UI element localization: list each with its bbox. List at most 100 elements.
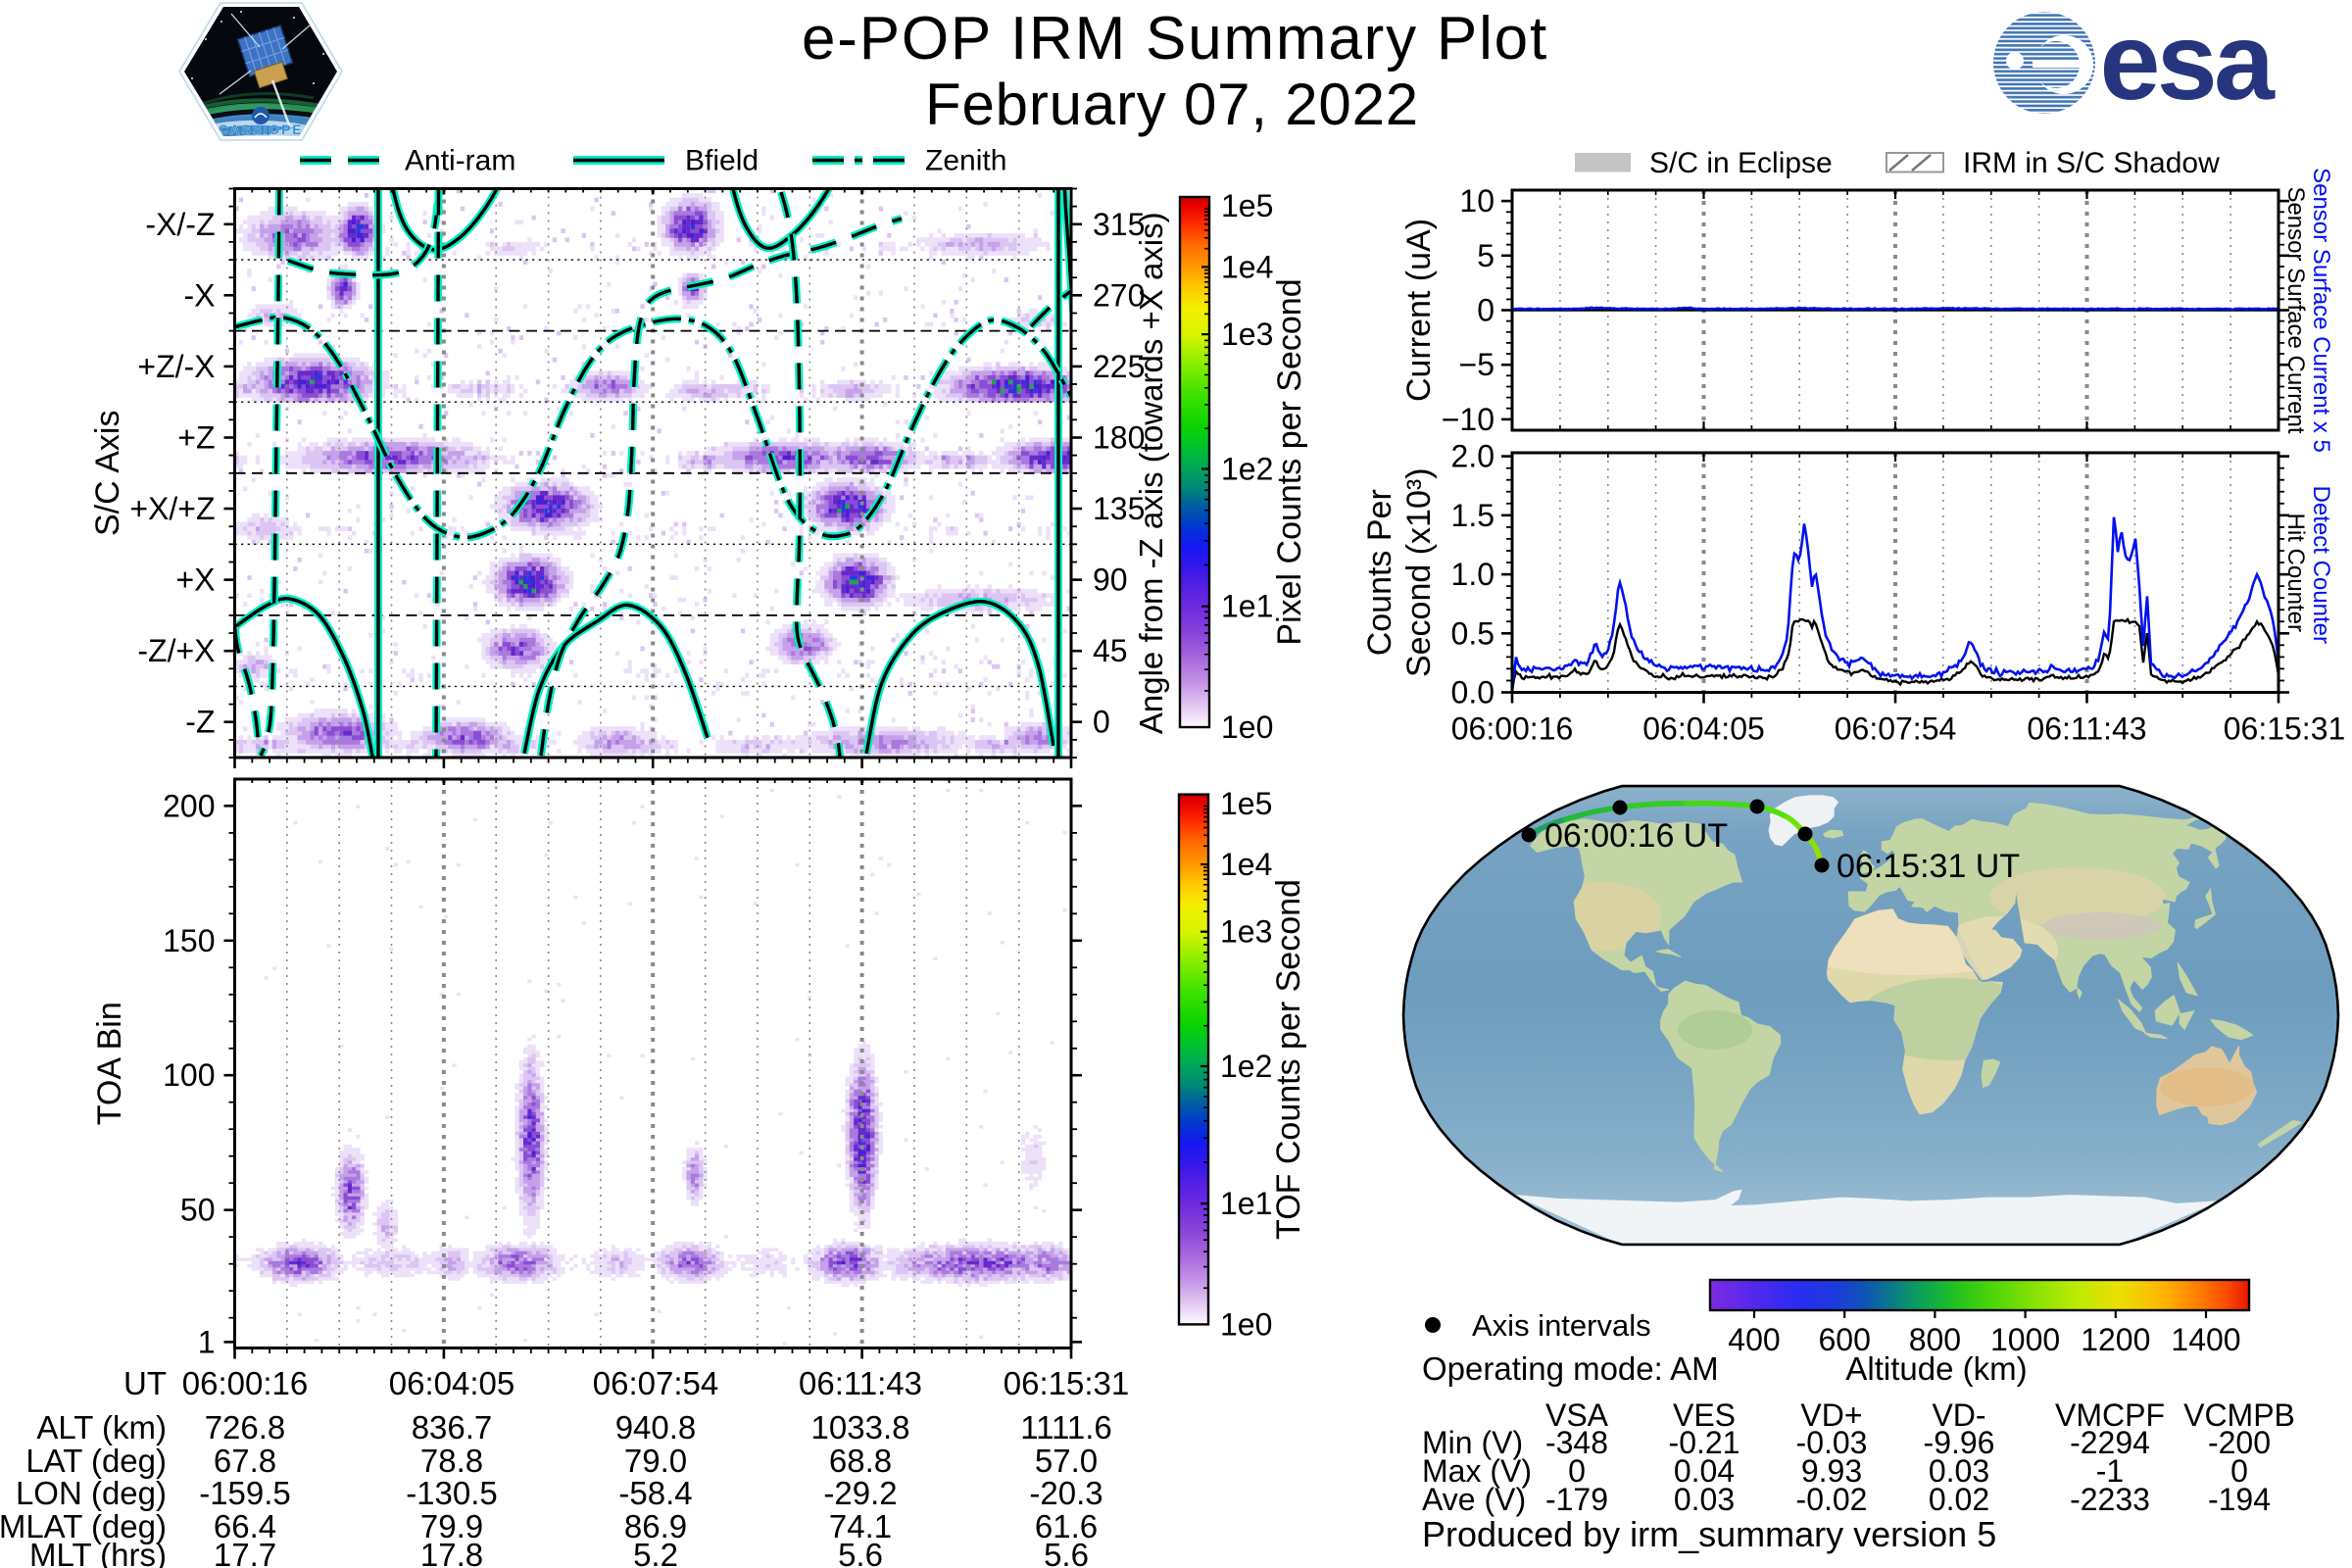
svg-text:+X/+Z: +X/+Z [129,491,215,526]
svg-text:1e2: 1e2 [1220,1049,1272,1084]
svg-text:5.6: 5.6 [838,1537,883,1568]
svg-text:100: 100 [163,1057,215,1093]
svg-text:-179: -179 [1545,1482,1608,1517]
svg-text:ALT (km): ALT (km) [36,1409,167,1446]
svg-text:TOF Counts per Second: TOF Counts per Second [1270,879,1307,1240]
svg-text:66.4: 66.4 [214,1508,276,1544]
svg-text:940.8: 940.8 [615,1409,697,1446]
svg-text:1000: 1000 [1990,1322,2060,1357]
svg-text:1033.8: 1033.8 [811,1409,910,1446]
svg-text:Axis intervals: Axis intervals [1472,1308,1651,1343]
svg-text:726.8: 726.8 [205,1409,286,1446]
svg-text:-0.02: -0.02 [1796,1482,1868,1517]
svg-text:1e4: 1e4 [1220,847,1272,882]
svg-text:400: 400 [1728,1322,1780,1357]
svg-text:-194: -194 [2208,1482,2271,1517]
svg-text:0: 0 [1568,1453,1586,1489]
svg-text:Operating mode: AM: Operating mode: AM [1422,1350,1719,1387]
svg-text:-0.03: -0.03 [1796,1425,1868,1460]
svg-text:9.93: 9.93 [1801,1453,1862,1489]
svg-text:CASSIOPE: CASSIOPE [219,122,304,137]
svg-text:17.7: 17.7 [214,1537,276,1568]
svg-text:TOA Bin: TOA Bin [91,1002,128,1125]
svg-text:0.02: 0.02 [1929,1482,1989,1517]
svg-text:50: 50 [180,1193,216,1228]
svg-text:-9.96: -9.96 [1924,1425,1995,1460]
svg-text:78.8: 78.8 [420,1443,483,1479]
svg-text:0.03: 0.03 [1929,1453,1989,1489]
svg-text:1e3: 1e3 [1220,914,1272,950]
svg-text:06:15:31 UT: 06:15:31 UT [1837,848,2020,885]
svg-text:74.1: 74.1 [829,1508,892,1544]
svg-text:-29.2: -29.2 [823,1475,897,1511]
svg-text:79.0: 79.0 [624,1443,687,1479]
svg-text:836.7: 836.7 [412,1409,493,1446]
svg-text:270: 270 [1093,277,1145,313]
svg-text:150: 150 [163,923,215,958]
svg-text:Produced by irm_summary versio: Produced by irm_summary version 5 [1422,1514,1996,1554]
svg-text:1.0: 1.0 [1451,557,1494,592]
svg-text:86.9: 86.9 [624,1508,687,1544]
svg-text:+X: +X [175,563,215,598]
svg-text:-200: -200 [2208,1425,2271,1460]
svg-text:1e1: 1e1 [1221,589,1273,624]
svg-text:LAT (deg): LAT (deg) [25,1443,167,1479]
svg-text:VES: VES [1673,1397,1736,1433]
svg-text:1e0: 1e0 [1221,710,1273,745]
svg-text:−10: −10 [1442,402,1494,437]
svg-text:180: 180 [1093,419,1145,455]
svg-text:10: 10 [1459,183,1494,219]
svg-text:-348: -348 [1545,1425,1608,1460]
svg-text:61.6: 61.6 [1035,1508,1098,1544]
svg-text:e-POP IRM Summary Plot: e-POP IRM Summary Plot [802,5,1548,73]
svg-text:1e1: 1e1 [1220,1186,1272,1221]
svg-text:06:15:31: 06:15:31 [1004,1365,1129,1401]
svg-text:06:00:16: 06:00:16 [1451,711,1574,747]
svg-text:−5: −5 [1459,347,1494,382]
svg-text:Second (x10³): Second (x10³) [1400,467,1438,677]
svg-text:06:07:54: 06:07:54 [1835,711,1957,747]
svg-text:57.0: 57.0 [1035,1443,1098,1479]
svg-text:-2233: -2233 [2070,1482,2150,1517]
svg-text:Max (V): Max (V) [1422,1453,1532,1489]
svg-text:LON (deg): LON (deg) [16,1475,167,1511]
svg-text:Sensor Surface Current x 5: Sensor Surface Current x 5 [2308,168,2334,453]
svg-text:06:07:54: 06:07:54 [593,1365,718,1401]
svg-text:1400: 1400 [2171,1322,2240,1357]
svg-text:Angle from -Z axis (towards +X: Angle from -Z axis (towards +X axis) [1133,212,1169,734]
svg-text:S/C Axis: S/C Axis [89,411,126,536]
svg-text:68.8: 68.8 [829,1443,892,1479]
svg-text:MLT (hrs): MLT (hrs) [29,1537,167,1568]
svg-text:5.6: 5.6 [1044,1537,1089,1568]
svg-text:1e5: 1e5 [1221,188,1273,223]
svg-text:17.8: 17.8 [420,1537,483,1568]
svg-text:800: 800 [1909,1322,1961,1357]
svg-text:06:11:43: 06:11:43 [2027,711,2146,747]
svg-text:Zenith: Zenith [925,145,1006,177]
svg-text:VCMPB: VCMPB [2183,1397,2295,1433]
svg-text:1e4: 1e4 [1221,249,1273,284]
svg-text:-1: -1 [2096,1453,2124,1489]
svg-text:06:00:16 UT: 06:00:16 UT [1544,817,1728,855]
svg-text:February 07, 2022: February 07, 2022 [925,72,1419,137]
svg-text:-2294: -2294 [2070,1425,2150,1460]
svg-text:-X: -X [184,277,216,313]
svg-text:S/C in Eclipse: S/C in Eclipse [1649,147,1833,179]
svg-text:90: 90 [1093,563,1128,598]
svg-text:-58.4: -58.4 [618,1475,692,1511]
svg-text:1e0: 1e0 [1220,1306,1272,1342]
svg-text:Sensor Surface Current: Sensor Surface Current [2282,186,2309,433]
svg-text:1: 1 [198,1324,216,1359]
svg-text:Detect Counter: Detect Counter [2308,486,2334,644]
svg-text:0: 0 [1093,705,1110,740]
svg-text:Altitude (km): Altitude (km) [1845,1350,2027,1387]
svg-text:VMCPF: VMCPF [2055,1397,2165,1433]
svg-text:+Z/-X: +Z/-X [137,349,215,384]
svg-text:0.04: 0.04 [1674,1453,1735,1489]
svg-text:esa: esa [2100,1,2276,122]
svg-text:Anti-ram: Anti-ram [405,145,515,177]
svg-text:VD+: VD+ [1800,1397,1862,1433]
svg-text:Counts Per: Counts Per [1361,489,1398,656]
svg-text:Pixel Counts per Second: Pixel Counts per Second [1271,278,1308,645]
svg-text:06:00:16: 06:00:16 [182,1365,308,1401]
